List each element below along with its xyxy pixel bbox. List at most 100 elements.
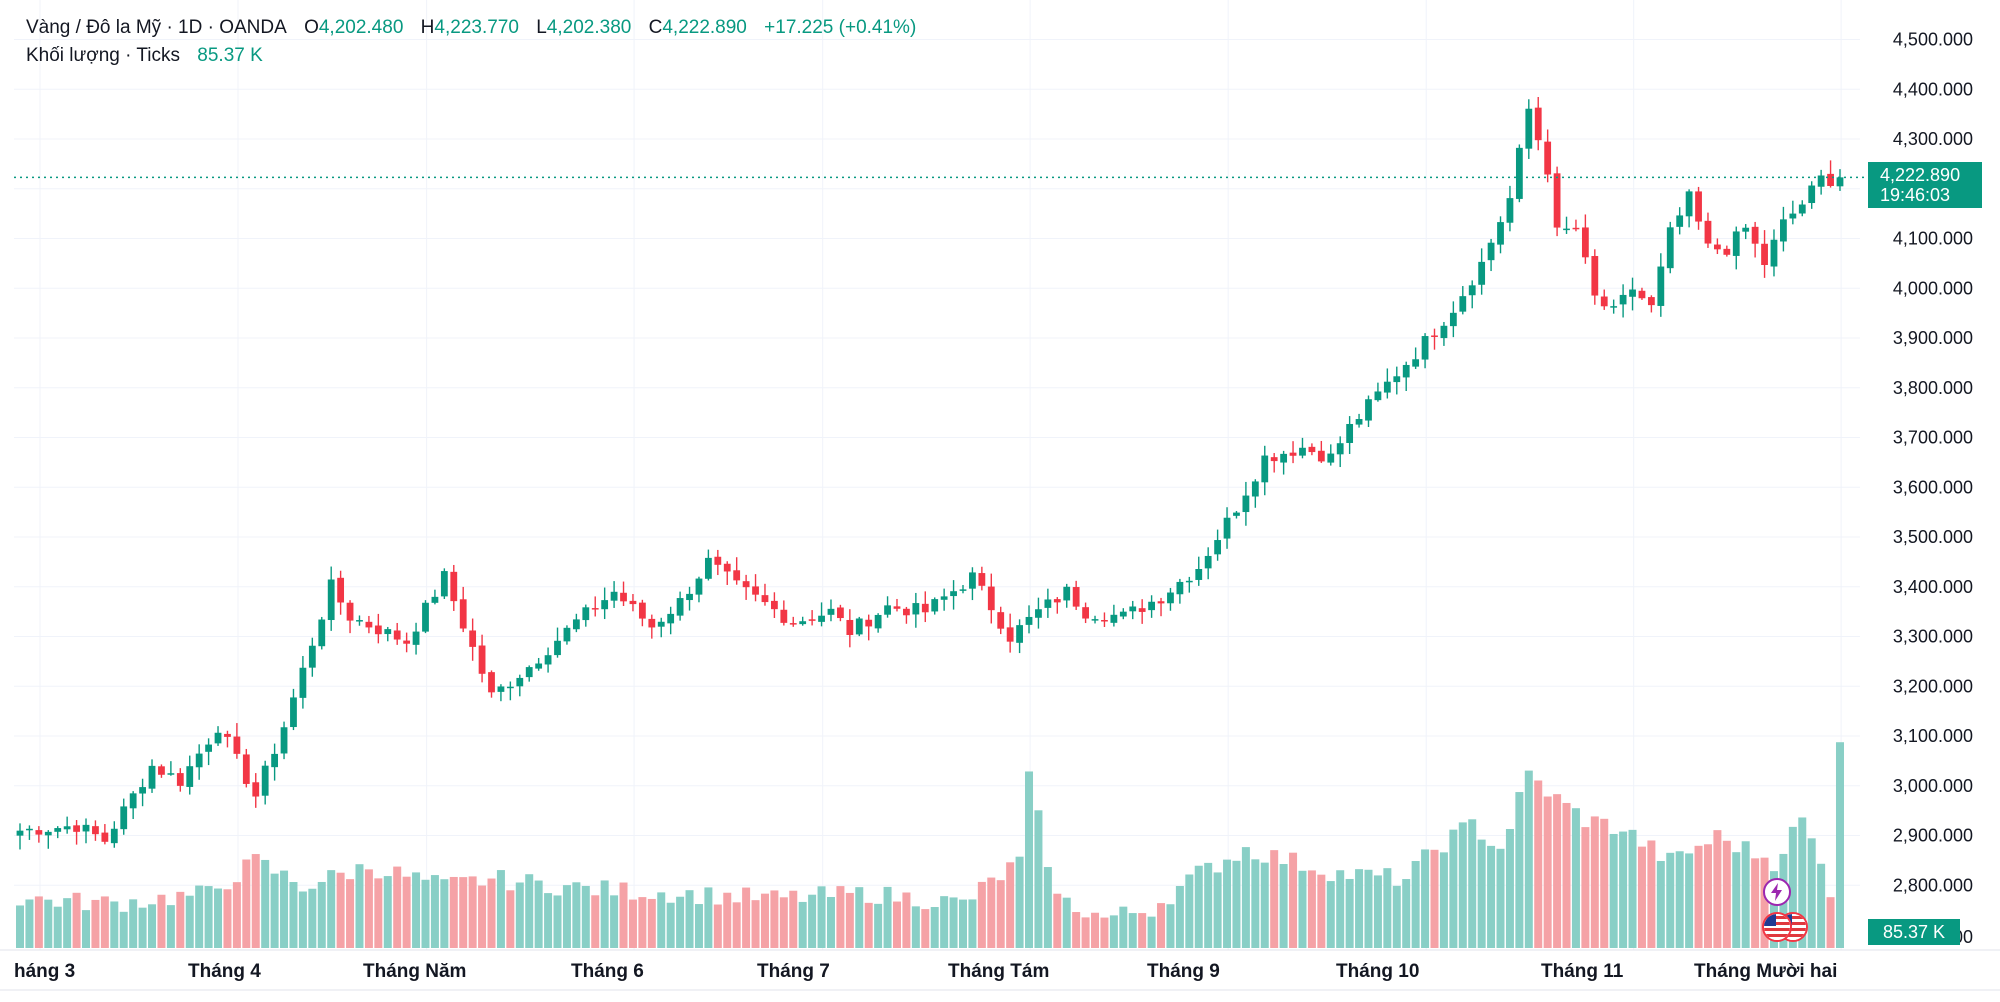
volume-bar[interactable] xyxy=(676,896,685,948)
candle-body[interactable] xyxy=(1459,296,1467,312)
volume-bar[interactable] xyxy=(1826,897,1835,948)
volume-bar[interactable] xyxy=(826,896,835,948)
candle-body[interactable] xyxy=(1101,620,1108,622)
candle-body[interactable] xyxy=(1487,242,1495,261)
volume-bar[interactable] xyxy=(855,887,864,948)
candle-body[interactable] xyxy=(554,640,561,656)
volume-bar[interactable] xyxy=(760,893,769,948)
candle-body[interactable] xyxy=(912,603,920,615)
volume-bar[interactable] xyxy=(242,859,251,948)
candle-body[interactable] xyxy=(1591,256,1599,296)
volume-bar[interactable] xyxy=(1100,917,1109,948)
volume-bar[interactable] xyxy=(119,911,128,948)
volume-bar[interactable] xyxy=(346,879,355,948)
candle-body[interactable] xyxy=(1148,601,1155,611)
volume-bar[interactable] xyxy=(110,901,119,948)
volume-bar[interactable] xyxy=(25,899,34,948)
candle-body[interactable] xyxy=(1393,376,1401,383)
volume-bar[interactable] xyxy=(883,886,892,948)
candle-body[interactable] xyxy=(478,645,486,674)
candle-body[interactable] xyxy=(1327,453,1335,463)
volume-bar[interactable] xyxy=(1722,840,1731,948)
volume-bar[interactable] xyxy=(195,885,204,948)
volume-bar[interactable] xyxy=(1298,870,1307,948)
candle-body[interactable] xyxy=(1695,191,1702,222)
volume-bar[interactable] xyxy=(166,905,175,948)
volume-bar[interactable] xyxy=(1270,850,1279,948)
candle-body[interactable] xyxy=(1581,227,1589,258)
volume-bar[interactable] xyxy=(1647,840,1656,948)
volume-bar[interactable] xyxy=(1439,852,1448,948)
volume-bar[interactable] xyxy=(562,885,571,948)
volume-bar[interactable] xyxy=(1449,829,1458,948)
volume-bar[interactable] xyxy=(742,887,751,948)
volume-bar[interactable] xyxy=(393,866,402,948)
candle-body[interactable] xyxy=(582,607,590,621)
candle-body[interactable] xyxy=(780,609,788,623)
volume-bar[interactable] xyxy=(327,870,336,948)
volume-bar[interactable] xyxy=(1373,875,1382,948)
candle-body[interactable] xyxy=(120,806,128,830)
volume-bar[interactable] xyxy=(515,882,524,948)
volume-bar[interactable] xyxy=(223,889,232,948)
volume-bar[interactable] xyxy=(1043,867,1052,948)
volume-bar[interactable] xyxy=(232,882,241,948)
candle-body[interactable] xyxy=(799,621,807,625)
candle-body[interactable] xyxy=(403,640,411,644)
volume-bar[interactable] xyxy=(1685,853,1694,948)
volume-bar[interactable] xyxy=(751,900,760,948)
volume-bar[interactable] xyxy=(1713,830,1722,948)
candle-body[interactable] xyxy=(450,571,458,602)
volume-bar[interactable] xyxy=(1006,862,1015,948)
candle-body[interactable] xyxy=(865,619,873,627)
candle-body[interactable] xyxy=(54,828,62,832)
volume-bar[interactable] xyxy=(1157,903,1166,948)
candle-body[interactable] xyxy=(252,782,260,797)
volume-bar[interactable] xyxy=(1402,879,1411,948)
candle-body[interactable] xyxy=(1233,512,1240,516)
candle-body[interactable] xyxy=(1440,325,1448,339)
candle-body[interactable] xyxy=(837,607,844,619)
candle-body[interactable] xyxy=(1610,306,1618,308)
volume-bar[interactable] xyxy=(940,896,949,948)
volume-bar[interactable] xyxy=(1166,904,1175,948)
lightning-event-icon[interactable] xyxy=(1763,878,1791,906)
volume-bar[interactable] xyxy=(1458,822,1467,948)
volume-bar[interactable] xyxy=(892,901,901,948)
volume-bar[interactable] xyxy=(1317,874,1326,948)
volume-bar[interactable] xyxy=(1015,856,1024,948)
volume-bar[interactable] xyxy=(63,898,72,948)
volume-bar[interactable] xyxy=(1336,870,1345,948)
volume-bar[interactable] xyxy=(1279,864,1288,948)
candle-body[interactable] xyxy=(1242,495,1250,513)
volume-bar[interactable] xyxy=(1289,852,1298,948)
volume-bar[interactable] xyxy=(553,895,562,948)
candle-body[interactable] xyxy=(1072,587,1080,607)
volume-label[interactable]: Khối lượng · Ticks xyxy=(26,45,181,66)
candle-body[interactable] xyxy=(1827,173,1834,186)
volume-bar[interactable] xyxy=(930,907,939,948)
candle-body[interactable] xyxy=(544,655,552,665)
candle-body[interactable] xyxy=(1270,457,1278,462)
volume-bar[interactable] xyxy=(732,902,741,948)
candle-body[interactable] xyxy=(1195,569,1203,580)
candle-body[interactable] xyxy=(1185,580,1193,583)
volume-bar[interactable] xyxy=(1260,862,1269,948)
candle-body[interactable] xyxy=(1798,204,1806,214)
candle-body[interactable] xyxy=(1534,107,1542,141)
candle-body[interactable] xyxy=(1742,227,1750,232)
candle-body[interactable] xyxy=(601,600,609,610)
volume-bar[interactable] xyxy=(82,910,91,948)
volume-bar[interactable] xyxy=(1364,869,1373,948)
volume-bar[interactable] xyxy=(251,854,260,948)
candle-body[interactable] xyxy=(1780,219,1787,242)
candle-body[interactable] xyxy=(365,621,373,628)
volume-bar[interactable] xyxy=(959,899,967,948)
candle-body[interactable] xyxy=(1515,147,1523,199)
volume-bar[interactable] xyxy=(1175,885,1184,948)
volume-bar[interactable] xyxy=(308,888,317,948)
candle-body[interactable] xyxy=(327,579,335,621)
candle-body[interactable] xyxy=(1449,312,1457,327)
candle-body[interactable] xyxy=(1412,359,1420,367)
volume-bar[interactable] xyxy=(921,909,930,948)
